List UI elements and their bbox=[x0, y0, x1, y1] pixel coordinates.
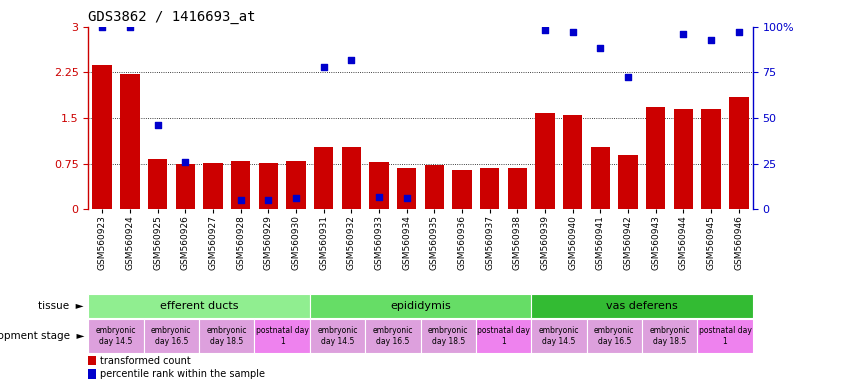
Point bbox=[677, 31, 690, 37]
Text: postnatal day
1: postnatal day 1 bbox=[256, 326, 309, 346]
Bar bbox=[254, 319, 309, 353]
Bar bbox=[314, 147, 333, 209]
Bar bbox=[536, 113, 555, 209]
Bar bbox=[420, 319, 476, 353]
Text: embryonic
day 18.5: embryonic day 18.5 bbox=[428, 326, 468, 346]
Text: transformed count: transformed count bbox=[100, 356, 191, 366]
Bar bbox=[176, 164, 195, 209]
Point bbox=[373, 194, 386, 200]
Text: postnatal day
1: postnatal day 1 bbox=[477, 326, 530, 346]
Bar bbox=[729, 97, 748, 209]
Bar bbox=[532, 294, 753, 318]
Point bbox=[566, 29, 579, 35]
Bar bbox=[341, 147, 361, 209]
Text: embryonic
day 16.5: embryonic day 16.5 bbox=[373, 326, 413, 346]
Text: GDS3862 / 1416693_at: GDS3862 / 1416693_at bbox=[88, 10, 256, 25]
Bar bbox=[476, 319, 532, 353]
Text: efferent ducts: efferent ducts bbox=[160, 301, 238, 311]
Text: epididymis: epididymis bbox=[390, 301, 451, 311]
Bar bbox=[258, 163, 278, 209]
Text: postnatal day
1: postnatal day 1 bbox=[699, 326, 752, 346]
Point bbox=[151, 122, 164, 129]
Text: embryonic
day 18.5: embryonic day 18.5 bbox=[649, 326, 690, 346]
Bar bbox=[563, 115, 583, 209]
Text: embryonic
day 14.5: embryonic day 14.5 bbox=[96, 326, 136, 346]
Bar bbox=[369, 162, 389, 209]
Bar bbox=[590, 147, 610, 209]
Bar bbox=[480, 168, 500, 209]
Bar bbox=[365, 319, 420, 353]
Bar bbox=[508, 168, 527, 209]
Point bbox=[123, 24, 136, 30]
Point bbox=[317, 64, 331, 70]
Bar bbox=[587, 319, 642, 353]
Bar bbox=[148, 159, 167, 209]
Bar bbox=[199, 319, 254, 353]
Bar bbox=[452, 170, 472, 209]
Bar bbox=[88, 319, 144, 353]
Point bbox=[289, 195, 303, 202]
Bar bbox=[642, 319, 697, 353]
Point bbox=[538, 27, 552, 33]
Point bbox=[95, 24, 108, 30]
Text: embryonic
day 16.5: embryonic day 16.5 bbox=[594, 326, 634, 346]
Text: embryonic
day 14.5: embryonic day 14.5 bbox=[317, 326, 357, 346]
Bar bbox=[618, 155, 637, 209]
Point bbox=[234, 197, 247, 203]
Bar bbox=[88, 369, 96, 379]
Text: embryonic
day 18.5: embryonic day 18.5 bbox=[207, 326, 247, 346]
Bar bbox=[532, 319, 587, 353]
Bar bbox=[88, 294, 309, 318]
Bar bbox=[231, 161, 251, 209]
Bar bbox=[397, 168, 416, 209]
Bar bbox=[646, 107, 665, 209]
Text: vas deferens: vas deferens bbox=[606, 301, 678, 311]
Bar bbox=[88, 356, 96, 366]
Point bbox=[345, 56, 358, 63]
Bar bbox=[674, 109, 693, 209]
Bar bbox=[309, 319, 365, 353]
Point bbox=[594, 45, 607, 51]
Text: percentile rank within the sample: percentile rank within the sample bbox=[100, 369, 265, 379]
Point bbox=[400, 195, 414, 202]
Bar bbox=[144, 319, 199, 353]
Text: tissue  ►: tissue ► bbox=[39, 301, 84, 311]
Bar bbox=[204, 163, 223, 209]
Point bbox=[262, 197, 275, 203]
Bar bbox=[120, 74, 140, 209]
Point bbox=[733, 29, 746, 35]
Point bbox=[705, 37, 718, 43]
Text: development stage  ►: development stage ► bbox=[0, 331, 84, 341]
Bar bbox=[286, 161, 305, 209]
Text: embryonic
day 16.5: embryonic day 16.5 bbox=[151, 326, 192, 346]
Text: embryonic
day 14.5: embryonic day 14.5 bbox=[539, 326, 579, 346]
Bar bbox=[701, 109, 721, 209]
Point bbox=[178, 159, 192, 165]
Bar bbox=[697, 319, 753, 353]
Point bbox=[621, 74, 635, 80]
Bar bbox=[425, 165, 444, 209]
Bar bbox=[309, 294, 532, 318]
Bar bbox=[93, 65, 112, 209]
